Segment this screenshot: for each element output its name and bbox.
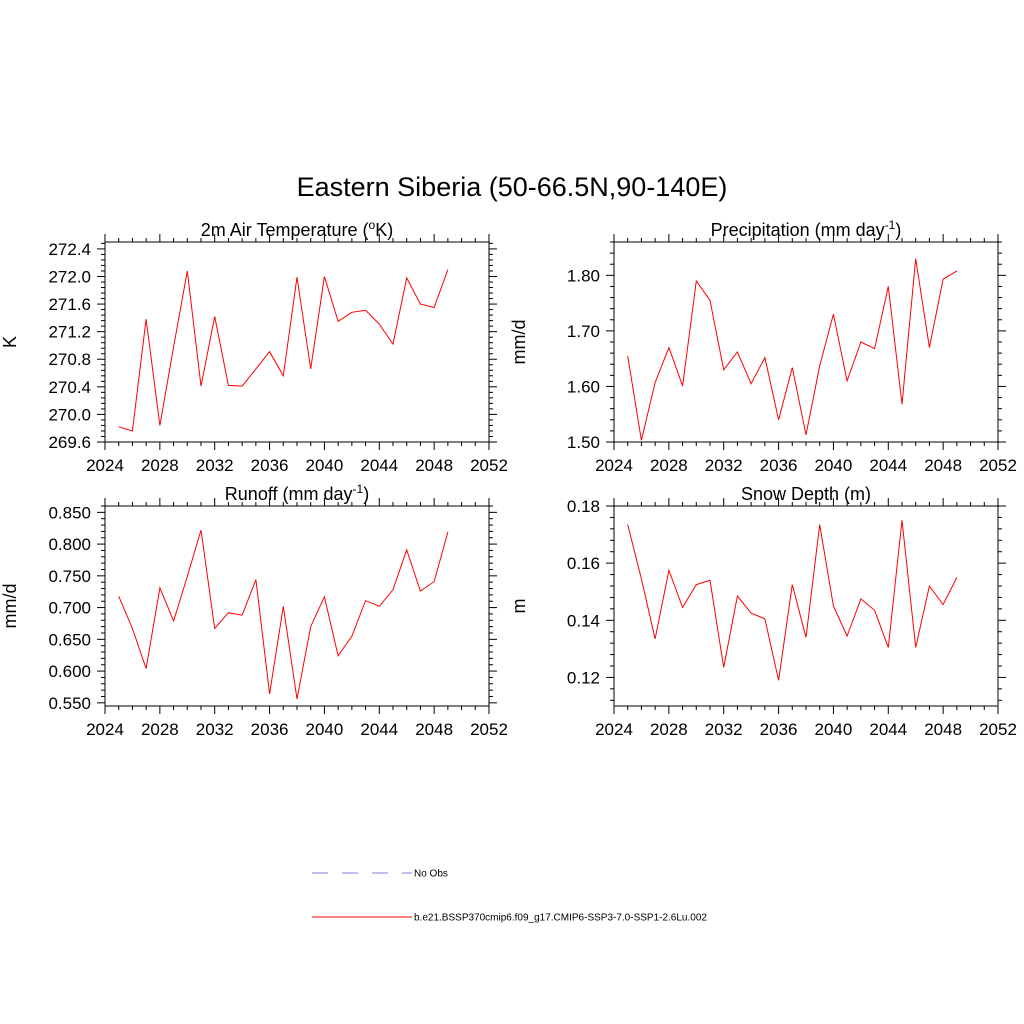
x-tick-label: 2032 <box>196 456 234 475</box>
x-tick-label: 2044 <box>869 456 907 475</box>
series-line <box>627 520 958 681</box>
y-axis-label: K <box>0 336 20 348</box>
y-tick-label: 270.4 <box>48 378 91 397</box>
y-tick-label: 0.14 <box>567 611 600 630</box>
y-tick-label: 0.800 <box>48 535 91 554</box>
x-tick-label: 2024 <box>595 456 633 475</box>
x-tick-label: 2048 <box>924 720 962 739</box>
y-tick-label: 1.80 <box>567 266 600 285</box>
x-tick-label: 2040 <box>815 720 853 739</box>
series-line <box>627 258 958 441</box>
x-tick-label: 2052 <box>979 720 1017 739</box>
x-tick-label: 2052 <box>470 456 508 475</box>
y-tick-label: 0.550 <box>48 694 91 713</box>
y-tick-label: 0.16 <box>567 554 600 573</box>
x-tick-label: 2052 <box>470 720 508 739</box>
panel-title: Precipitation (mm day-1) <box>711 218 902 240</box>
panel-precipitation: Precipitation (mm day-1) 2024 2028 2032 2036… <box>509 218 1017 475</box>
y-tick-label: 0.12 <box>567 668 600 687</box>
x-tick-label: 2040 <box>306 720 344 739</box>
y-tick-label: 0.850 <box>48 503 91 522</box>
series-line <box>118 269 449 432</box>
x-tick-label: 2036 <box>760 456 798 475</box>
y-axis-label: m <box>509 599 529 614</box>
panel-title: Snow Depth (m) <box>741 484 871 504</box>
panel-title-sup: -1 <box>353 482 364 496</box>
x-tick-label: 2032 <box>705 456 743 475</box>
x-tick-label: 2048 <box>924 456 962 475</box>
y-tick-label: 0.700 <box>48 599 91 618</box>
y-tick-label: 272.0 <box>48 267 91 286</box>
y-tick-label: 0.18 <box>567 497 600 516</box>
x-tick-label: 2028 <box>141 456 179 475</box>
legend: No Obs b.e21.BSSP370cmip6.f09_g17.CMIP6-… <box>312 869 707 924</box>
y-tick-label: 270.0 <box>48 405 91 424</box>
plot-frame <box>613 505 999 707</box>
y-tick-label: 0.650 <box>48 630 91 649</box>
panel-title-main: Precipitation (mm day <box>711 220 885 240</box>
y-tick-label: 1.70 <box>567 322 600 341</box>
panel-title: Runoff (mm day-1) <box>225 482 369 504</box>
panel-title-main: 2m Air Temperature ( <box>201 220 369 240</box>
x-tick-label: 2036 <box>251 456 289 475</box>
y-tick-label: 0.600 <box>48 662 91 681</box>
y-axis-label: mm/d <box>509 320 529 365</box>
series-line <box>118 529 449 700</box>
y-tick-label: 271.2 <box>48 323 91 342</box>
x-tick-label: 2028 <box>650 720 688 739</box>
y-tick-label: 1.50 <box>567 433 600 452</box>
panel-temperature: 2m Air Temperature (oK) 2024 2028 2032 2036 2… <box>0 218 508 475</box>
y-tick-label: 0.750 <box>48 567 91 586</box>
x-tick-label: 2032 <box>196 720 234 739</box>
panel-runoff: Runoff (mm day-1) 2024 2028 2032 2036 2040 204… <box>0 482 508 739</box>
panel-title-tail: K) <box>375 220 393 240</box>
x-tick-label: 2044 <box>360 720 398 739</box>
x-tick-label: 2036 <box>760 720 798 739</box>
x-tick-label: 2032 <box>705 720 743 739</box>
plot-frame <box>613 241 999 443</box>
x-tick-label: 2040 <box>306 456 344 475</box>
y-tick-label: 270.8 <box>48 350 91 369</box>
x-tick-label: 2028 <box>650 456 688 475</box>
panel-title-tail: ) <box>895 220 901 240</box>
panel-title-main: Snow Depth (m) <box>741 484 871 504</box>
y-tick-label: 1.60 <box>567 377 600 396</box>
y-tick-label: 271.6 <box>48 295 91 314</box>
x-tick-label: 2024 <box>595 720 633 739</box>
x-tick-label: 2044 <box>869 720 907 739</box>
panel-title-main: Runoff (mm day <box>225 484 353 504</box>
panel-title-sup: o <box>369 218 376 232</box>
y-tick-label: 269.6 <box>48 433 91 452</box>
x-tick-label: 2052 <box>979 456 1017 475</box>
y-axis-label: mm/d <box>0 584 20 629</box>
plot-frame <box>104 505 490 707</box>
y-tick-label: 272.4 <box>48 240 91 259</box>
x-tick-label: 2048 <box>415 456 453 475</box>
x-tick-label: 2044 <box>360 456 398 475</box>
x-tick-label: 2024 <box>86 456 124 475</box>
figure-title: Eastern Siberia (50-66.5N,90-140E) <box>297 172 728 202</box>
panel-title-sup: -1 <box>885 218 896 232</box>
x-tick-label: 2040 <box>815 456 853 475</box>
legend-no-obs-label: No Obs <box>414 869 448 880</box>
panel-title: 2m Air Temperature (oK) <box>201 218 393 240</box>
panel-title-tail: ) <box>363 484 369 504</box>
x-tick-label: 2028 <box>141 720 179 739</box>
x-tick-label: 2048 <box>415 720 453 739</box>
x-tick-label: 2036 <box>251 720 289 739</box>
x-tick-label: 2024 <box>86 720 124 739</box>
legend-series-label: b.e21.BSSP370cmip6.f09_g17.CMIP6-SSP3-7.… <box>414 913 707 924</box>
panel-snow-depth: Snow Depth (m) 2024 2028 2032 2036 2040 2044 20… <box>509 484 1017 739</box>
